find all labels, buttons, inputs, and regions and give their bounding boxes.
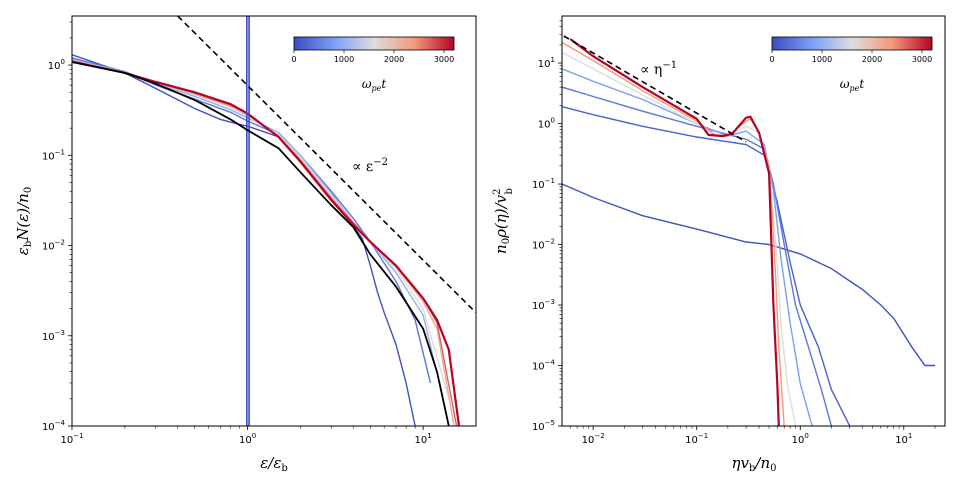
- right-series-line: [562, 51, 797, 426]
- right-series-group: [562, 35, 935, 426]
- right-panel: 10−2 10−1 100 101 10−5 10−4 10−3 10−2 10−1 100 101…: [492, 15, 946, 474]
- left-colorbar-label: ωpet: [362, 77, 387, 93]
- right-colorbar-ticks: 0 1000 2000 3000: [769, 50, 932, 64]
- left-x-tick-label: 100: [239, 432, 256, 446]
- left-colorbar-tick-label: 3000: [434, 55, 454, 64]
- right-y-tick-label: 10−5: [532, 419, 555, 433]
- right-colorbar-gradient: [771, 36, 933, 51]
- right-annotation: ∝ η−1: [640, 60, 677, 78]
- right-y-tick-label: 10−3: [532, 298, 555, 312]
- left-ylabel: εbN(ε)/n0: [14, 187, 34, 255]
- left-colorbar-tick-label: 0: [291, 55, 296, 64]
- left-y-tick-label: 10−2: [42, 239, 65, 253]
- right-colorbar-tick-label: 1000: [812, 55, 832, 64]
- right-series-line: [569, 38, 780, 426]
- right-xlabel: ηvb/n0: [732, 454, 777, 474]
- left-fit-curve: [72, 61, 450, 426]
- left-series-line: [72, 60, 455, 426]
- left-series-line: [72, 60, 461, 426]
- right-colorbar-tick-label: 3000: [912, 55, 932, 64]
- left-series-group: [72, 16, 476, 426]
- right-ticks: 10−2 10−1 100 101 10−5 10−4 10−3 10−2 10−1 100 101: [532, 20, 936, 446]
- right-series-line: [562, 41, 785, 426]
- right-x-tick-label: 10−2: [582, 432, 605, 446]
- right-x-tick-label: 100: [792, 432, 809, 446]
- right-ylabel: n0ρ(η)/v2b: [492, 188, 515, 254]
- left-power-law-guide: [177, 16, 476, 314]
- right-colorbar-label: ωpet: [840, 77, 865, 93]
- right-y-tick-label: 101: [538, 56, 555, 70]
- right-series-line: [562, 86, 833, 426]
- left-y-tick-label: 10−1: [42, 148, 65, 162]
- right-x-tick-label: 10−1: [685, 432, 708, 446]
- right-x-tick-label: 101: [895, 432, 912, 446]
- right-axes-frame: [561, 15, 946, 427]
- left-series-line: [72, 60, 458, 426]
- right-series-line: [562, 68, 813, 426]
- right-y-tick-label: 10−4: [532, 359, 556, 373]
- right-y-tick-label: 10−2: [532, 238, 555, 252]
- left-series-line: [72, 57, 432, 384]
- right-colorbar-tick-label: 0: [769, 55, 774, 64]
- left-y-tick-label: 10−3: [42, 329, 65, 343]
- left-colorbar-tick-label: 2000: [384, 55, 404, 64]
- right-series-line: [562, 183, 935, 367]
- left-colorbar-ticks: 0 1000 2000 3000: [291, 50, 454, 64]
- right-colorbar-tick-label: 2000: [862, 55, 882, 64]
- left-y-tick-label: 10−4: [42, 419, 66, 433]
- left-series-line: [72, 58, 444, 399]
- left-x-tick-label: 10−1: [60, 432, 83, 446]
- right-series-line: [562, 106, 851, 426]
- right-y-tick-label: 100: [538, 117, 555, 131]
- right-y-tick-label: 10−1: [532, 177, 555, 191]
- left-xlabel: ε/εb: [260, 454, 288, 474]
- left-annotation: ∝ ε−2: [352, 157, 388, 175]
- left-panel: 10−1 100 101 10−4 10−3 10−2 10−1 100 ε/εb εbN(ε…: [14, 15, 477, 474]
- left-y-tick-label: 100: [48, 58, 65, 72]
- left-colorbar-tick-label: 1000: [334, 55, 354, 64]
- right-power-law-guide: [563, 35, 747, 143]
- right-colorbar: 0 1000 2000 3000 ωpet: [769, 36, 933, 93]
- left-colorbar: 0 1000 2000 3000 ωpet: [291, 36, 455, 93]
- left-x-tick-label: 101: [415, 432, 432, 446]
- left-axes-frame: [71, 15, 477, 427]
- left-colorbar-gradient: [293, 36, 455, 51]
